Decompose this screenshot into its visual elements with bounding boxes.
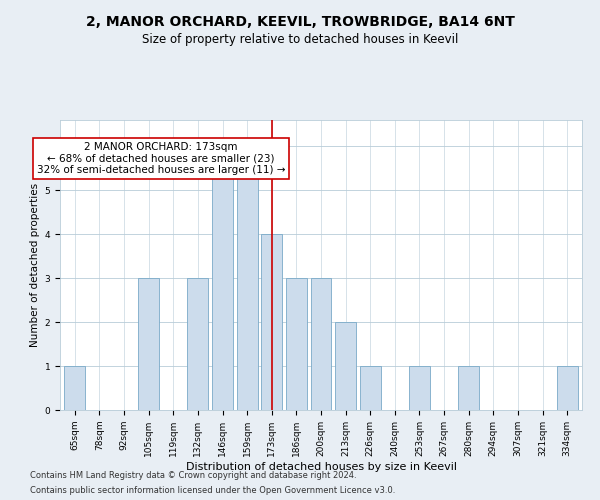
Bar (138, 278, 159, 410)
Bar (64, 366, 85, 410)
Bar (335, 322, 356, 410)
Bar (286, 278, 307, 410)
Bar (360, 366, 381, 410)
Bar (236, 146, 257, 410)
Text: Size of property relative to detached houses in Keevil: Size of property relative to detached ho… (142, 32, 458, 46)
Bar (261, 234, 282, 410)
Text: 2 MANOR ORCHARD: 173sqm
← 68% of detached houses are smaller (23)
32% of semi-de: 2 MANOR ORCHARD: 173sqm ← 68% of detache… (37, 142, 285, 175)
Bar (557, 366, 578, 410)
Text: 2, MANOR ORCHARD, KEEVIL, TROWBRIDGE, BA14 6NT: 2, MANOR ORCHARD, KEEVIL, TROWBRIDGE, BA… (86, 15, 514, 29)
Bar (212, 146, 233, 410)
Bar (311, 278, 331, 410)
Bar (187, 278, 208, 410)
Bar (458, 366, 479, 410)
Bar (409, 366, 430, 410)
Text: Contains HM Land Registry data © Crown copyright and database right 2024.: Contains HM Land Registry data © Crown c… (30, 471, 356, 480)
X-axis label: Distribution of detached houses by size in Keevil: Distribution of detached houses by size … (185, 462, 457, 471)
Y-axis label: Number of detached properties: Number of detached properties (31, 183, 40, 347)
Text: Contains public sector information licensed under the Open Government Licence v3: Contains public sector information licen… (30, 486, 395, 495)
